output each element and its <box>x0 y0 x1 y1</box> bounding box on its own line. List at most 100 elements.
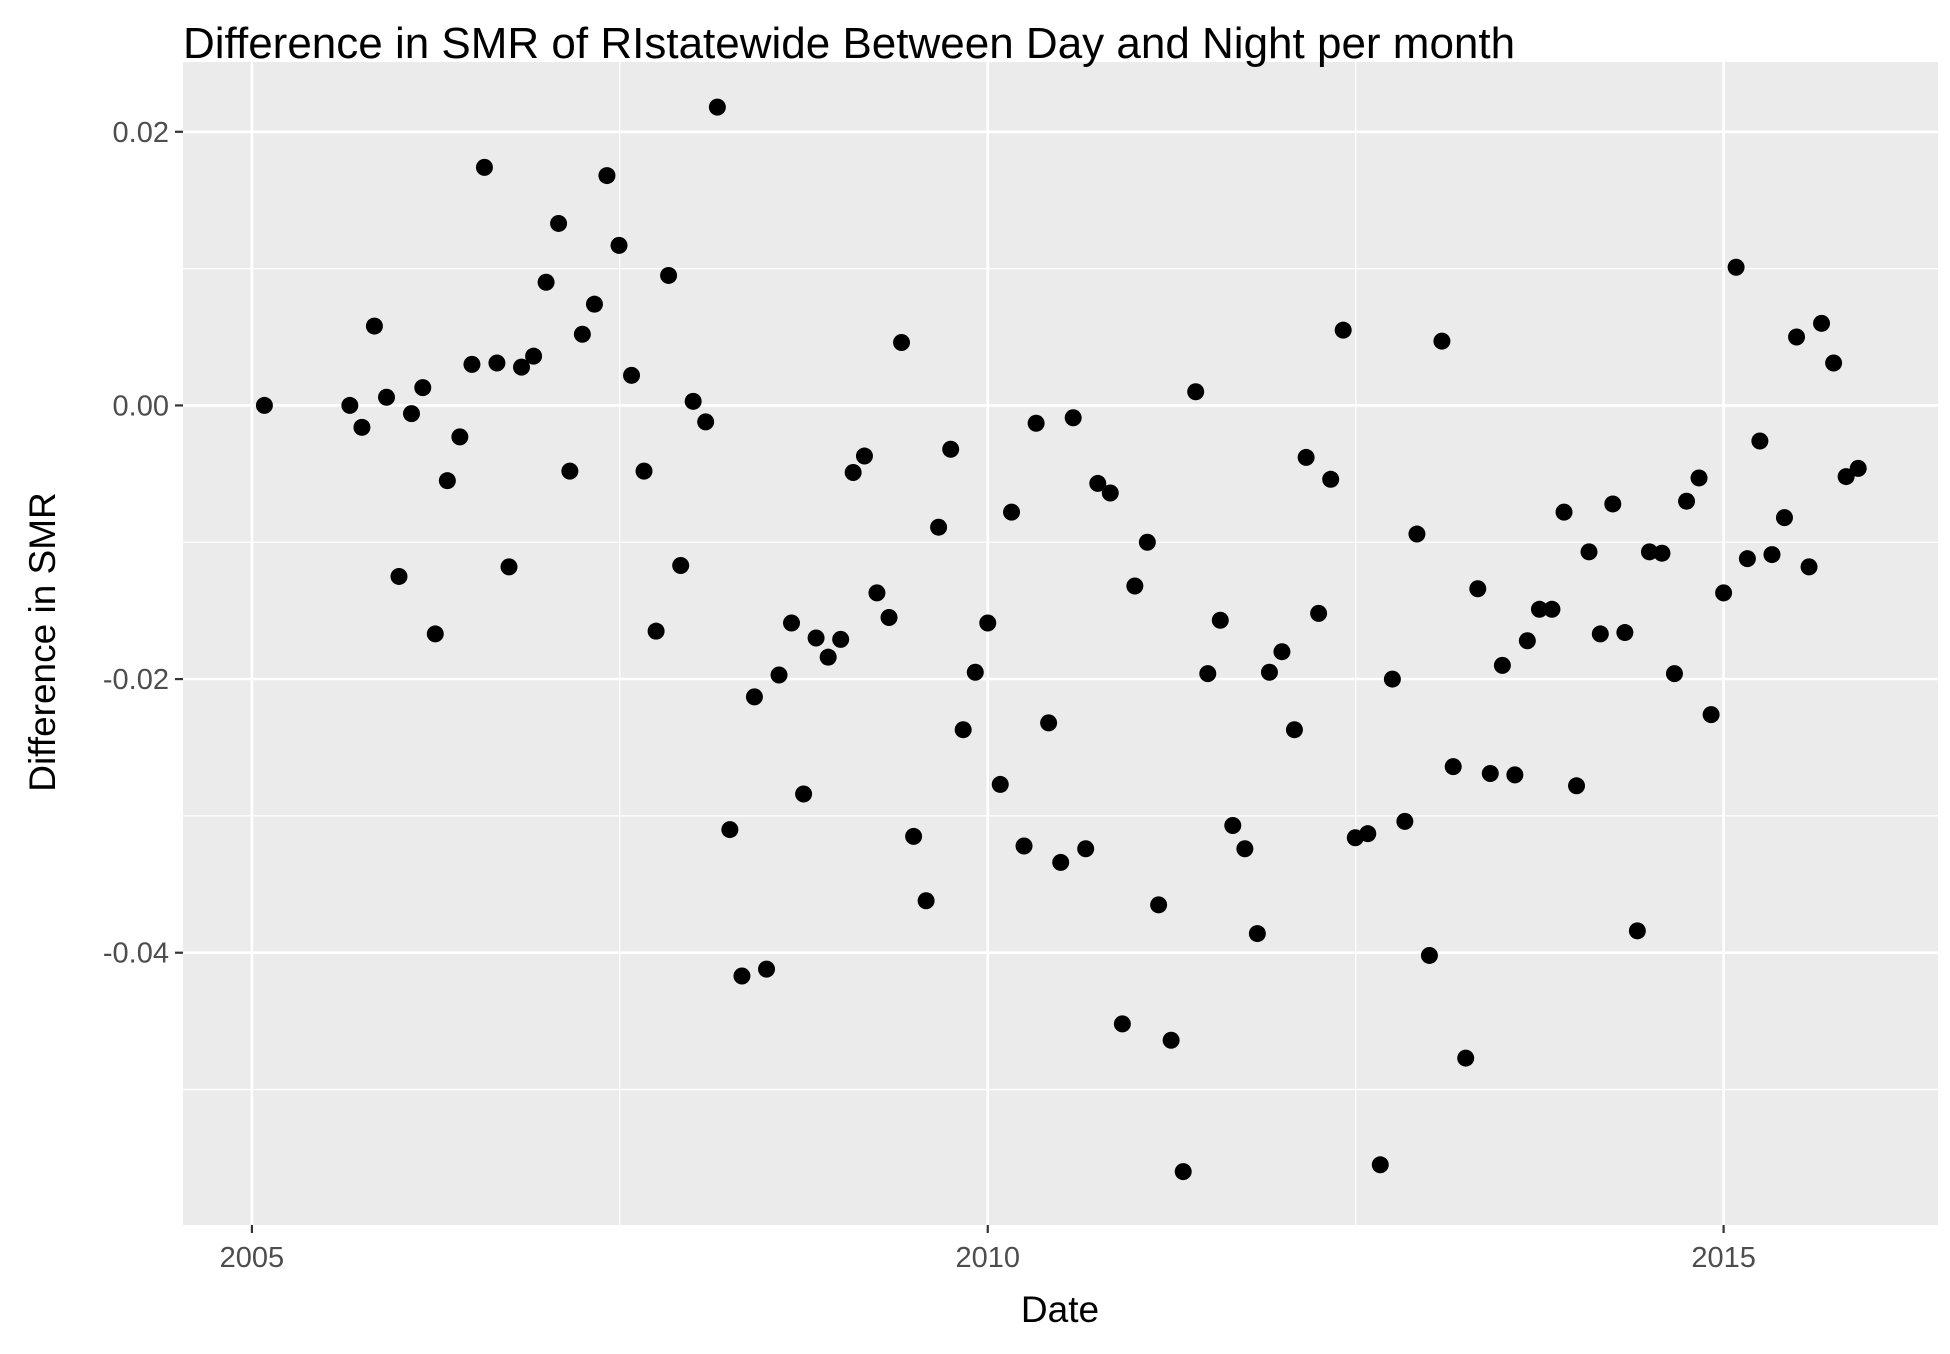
data-point <box>893 333 911 351</box>
data-point <box>623 366 641 384</box>
data-point <box>1359 825 1377 843</box>
data-point <box>1150 896 1168 914</box>
data-point <box>1224 816 1242 834</box>
data-point <box>1101 484 1119 502</box>
data-point <box>905 827 923 845</box>
data-point <box>1591 625 1609 643</box>
data-point <box>1616 624 1634 642</box>
data-point <box>1273 643 1291 661</box>
x-tick-label: 2015 <box>1691 1242 1756 1274</box>
data-point <box>573 325 591 343</box>
data-point <box>1003 503 1021 521</box>
data-point <box>844 463 862 481</box>
data-point <box>1064 409 1082 427</box>
data-point <box>819 648 837 666</box>
data-point <box>1628 922 1646 940</box>
data-point <box>1040 714 1058 732</box>
data-point <box>1138 533 1156 551</box>
x-axis: 2005 2010 2015 <box>220 1225 1756 1274</box>
data-point <box>365 317 383 335</box>
data-point <box>930 518 948 536</box>
x-tick-label: 2010 <box>956 1242 1021 1274</box>
data-point <box>463 355 481 373</box>
y-tick-label: 0.00 <box>113 390 169 422</box>
data-point <box>513 358 531 376</box>
data-point <box>1408 525 1426 543</box>
data-point <box>1775 509 1793 527</box>
data-point <box>488 354 506 372</box>
data-point <box>550 214 568 232</box>
data-point <box>807 629 825 647</box>
data-point <box>745 688 763 706</box>
data-point <box>402 405 420 423</box>
data-point <box>1187 383 1205 401</box>
data-point <box>1568 777 1586 795</box>
data-point <box>1543 600 1561 618</box>
data-point <box>942 440 960 458</box>
y-tick-label: -0.04 <box>103 938 169 970</box>
x-axis-label: Date <box>1021 1289 1099 1330</box>
data-point <box>1715 584 1733 602</box>
data-point <box>1837 468 1855 486</box>
data-point <box>500 558 518 576</box>
data-point <box>1334 321 1352 339</box>
data-point <box>1260 663 1278 681</box>
x-tick-label: 2005 <box>220 1242 285 1274</box>
data-point <box>1113 1015 1131 1033</box>
data-point <box>855 447 873 465</box>
data-point <box>1530 600 1548 618</box>
data-point <box>1052 853 1070 871</box>
data-point <box>979 614 997 632</box>
data-point <box>1457 1049 1475 1067</box>
data-point <box>1580 543 1598 561</box>
data-point <box>1322 470 1340 488</box>
data-point <box>598 167 616 185</box>
data-point <box>758 960 776 978</box>
data-point <box>991 775 1009 793</box>
data-point <box>733 967 751 985</box>
data-point <box>954 721 972 739</box>
data-point <box>1678 492 1696 510</box>
data-point <box>1383 670 1401 688</box>
data-point <box>341 396 359 414</box>
data-point <box>917 892 935 910</box>
data-point <box>672 557 690 575</box>
data-point <box>1665 665 1683 683</box>
data-point <box>1788 328 1806 346</box>
data-point <box>1089 474 1107 492</box>
data-point <box>1727 258 1745 276</box>
data-point <box>390 567 408 585</box>
data-point <box>1469 580 1487 598</box>
data-point <box>438 472 456 490</box>
data-point <box>1800 558 1818 576</box>
data-point <box>1371 1156 1389 1174</box>
data-point <box>770 666 788 684</box>
data-point <box>1126 577 1144 595</box>
data-point <box>1825 354 1843 372</box>
data-point <box>1849 459 1867 477</box>
data-point <box>1433 332 1451 350</box>
data-point <box>684 392 702 410</box>
plot-panel <box>183 62 1938 1225</box>
data-point <box>1640 543 1658 561</box>
data-point <box>1813 314 1831 332</box>
data-point <box>1763 546 1781 564</box>
chart-title: Difference in SMR of RIstatewide Between… <box>183 19 1515 68</box>
data-point <box>255 396 273 414</box>
data-point <box>1506 766 1524 784</box>
data-point <box>1015 837 1033 855</box>
data-point <box>414 379 432 397</box>
data-point <box>1493 656 1511 674</box>
data-point <box>525 347 543 365</box>
data-point <box>1396 812 1414 830</box>
data-point <box>1027 414 1045 432</box>
data-point <box>1162 1031 1180 1049</box>
data-point <box>1518 632 1536 650</box>
data-point <box>832 630 850 648</box>
data-point <box>1077 840 1095 858</box>
data-point <box>647 622 665 640</box>
data-point <box>1297 448 1315 466</box>
data-point <box>783 614 801 632</box>
